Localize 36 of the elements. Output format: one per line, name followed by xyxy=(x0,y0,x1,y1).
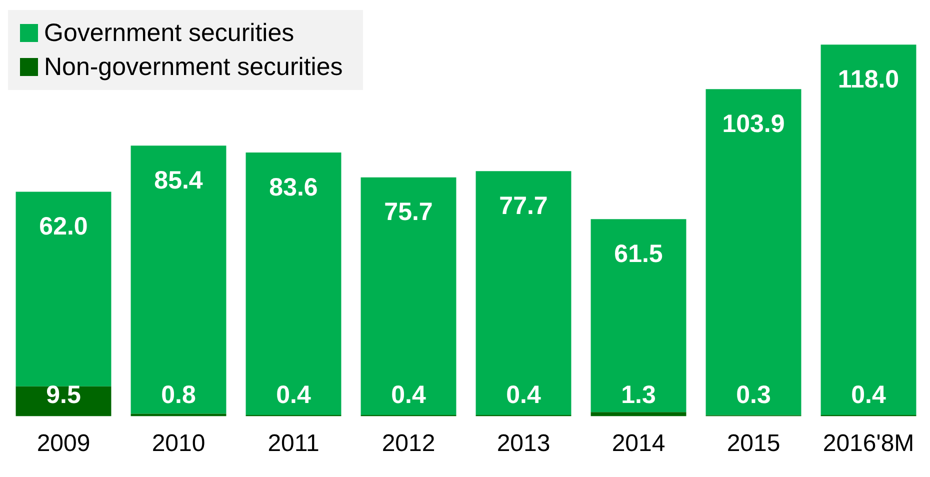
bar xyxy=(246,152,342,415)
data-label: 85.4 xyxy=(154,166,203,195)
bar xyxy=(130,414,226,416)
x-tick-label: 2011 xyxy=(268,430,320,458)
x-tick-label: 2009 xyxy=(36,430,90,458)
data-label: 0.8 xyxy=(161,381,196,410)
bar xyxy=(820,44,916,415)
data-label: 62.0 xyxy=(39,212,88,241)
x-tick-label: 2015 xyxy=(726,430,780,458)
data-label: 83.6 xyxy=(269,173,318,202)
x-tick-label: 2010 xyxy=(152,430,206,458)
x-tick-label: 2016'8M xyxy=(822,430,914,458)
bar xyxy=(16,192,112,386)
data-label: 0.3 xyxy=(736,381,771,410)
data-label: 0.4 xyxy=(391,381,426,410)
data-label: 61.5 xyxy=(614,240,663,268)
x-tick-label: 2012 xyxy=(382,430,436,458)
bar xyxy=(590,412,686,416)
data-label: 75.7 xyxy=(384,198,433,226)
x-tick-label: 2013 xyxy=(496,430,550,458)
data-label: 0.4 xyxy=(506,381,541,410)
legend-label: Government securities xyxy=(44,18,294,49)
bar xyxy=(360,177,456,415)
legend-label: Non-government securities xyxy=(44,52,343,83)
data-label: 1.3 xyxy=(621,381,656,410)
bar xyxy=(476,171,572,415)
data-label: 103.9 xyxy=(722,110,785,138)
data-label: 9.5 xyxy=(46,381,81,410)
data-label: 0.4 xyxy=(851,381,886,410)
bar xyxy=(590,219,686,412)
bar xyxy=(706,89,802,416)
data-label: 77.7 xyxy=(499,192,548,220)
bar xyxy=(130,146,226,414)
x-tick-label: 2014 xyxy=(612,430,666,458)
data-label: 118.0 xyxy=(838,65,900,94)
data-label: 0.4 xyxy=(276,381,311,410)
